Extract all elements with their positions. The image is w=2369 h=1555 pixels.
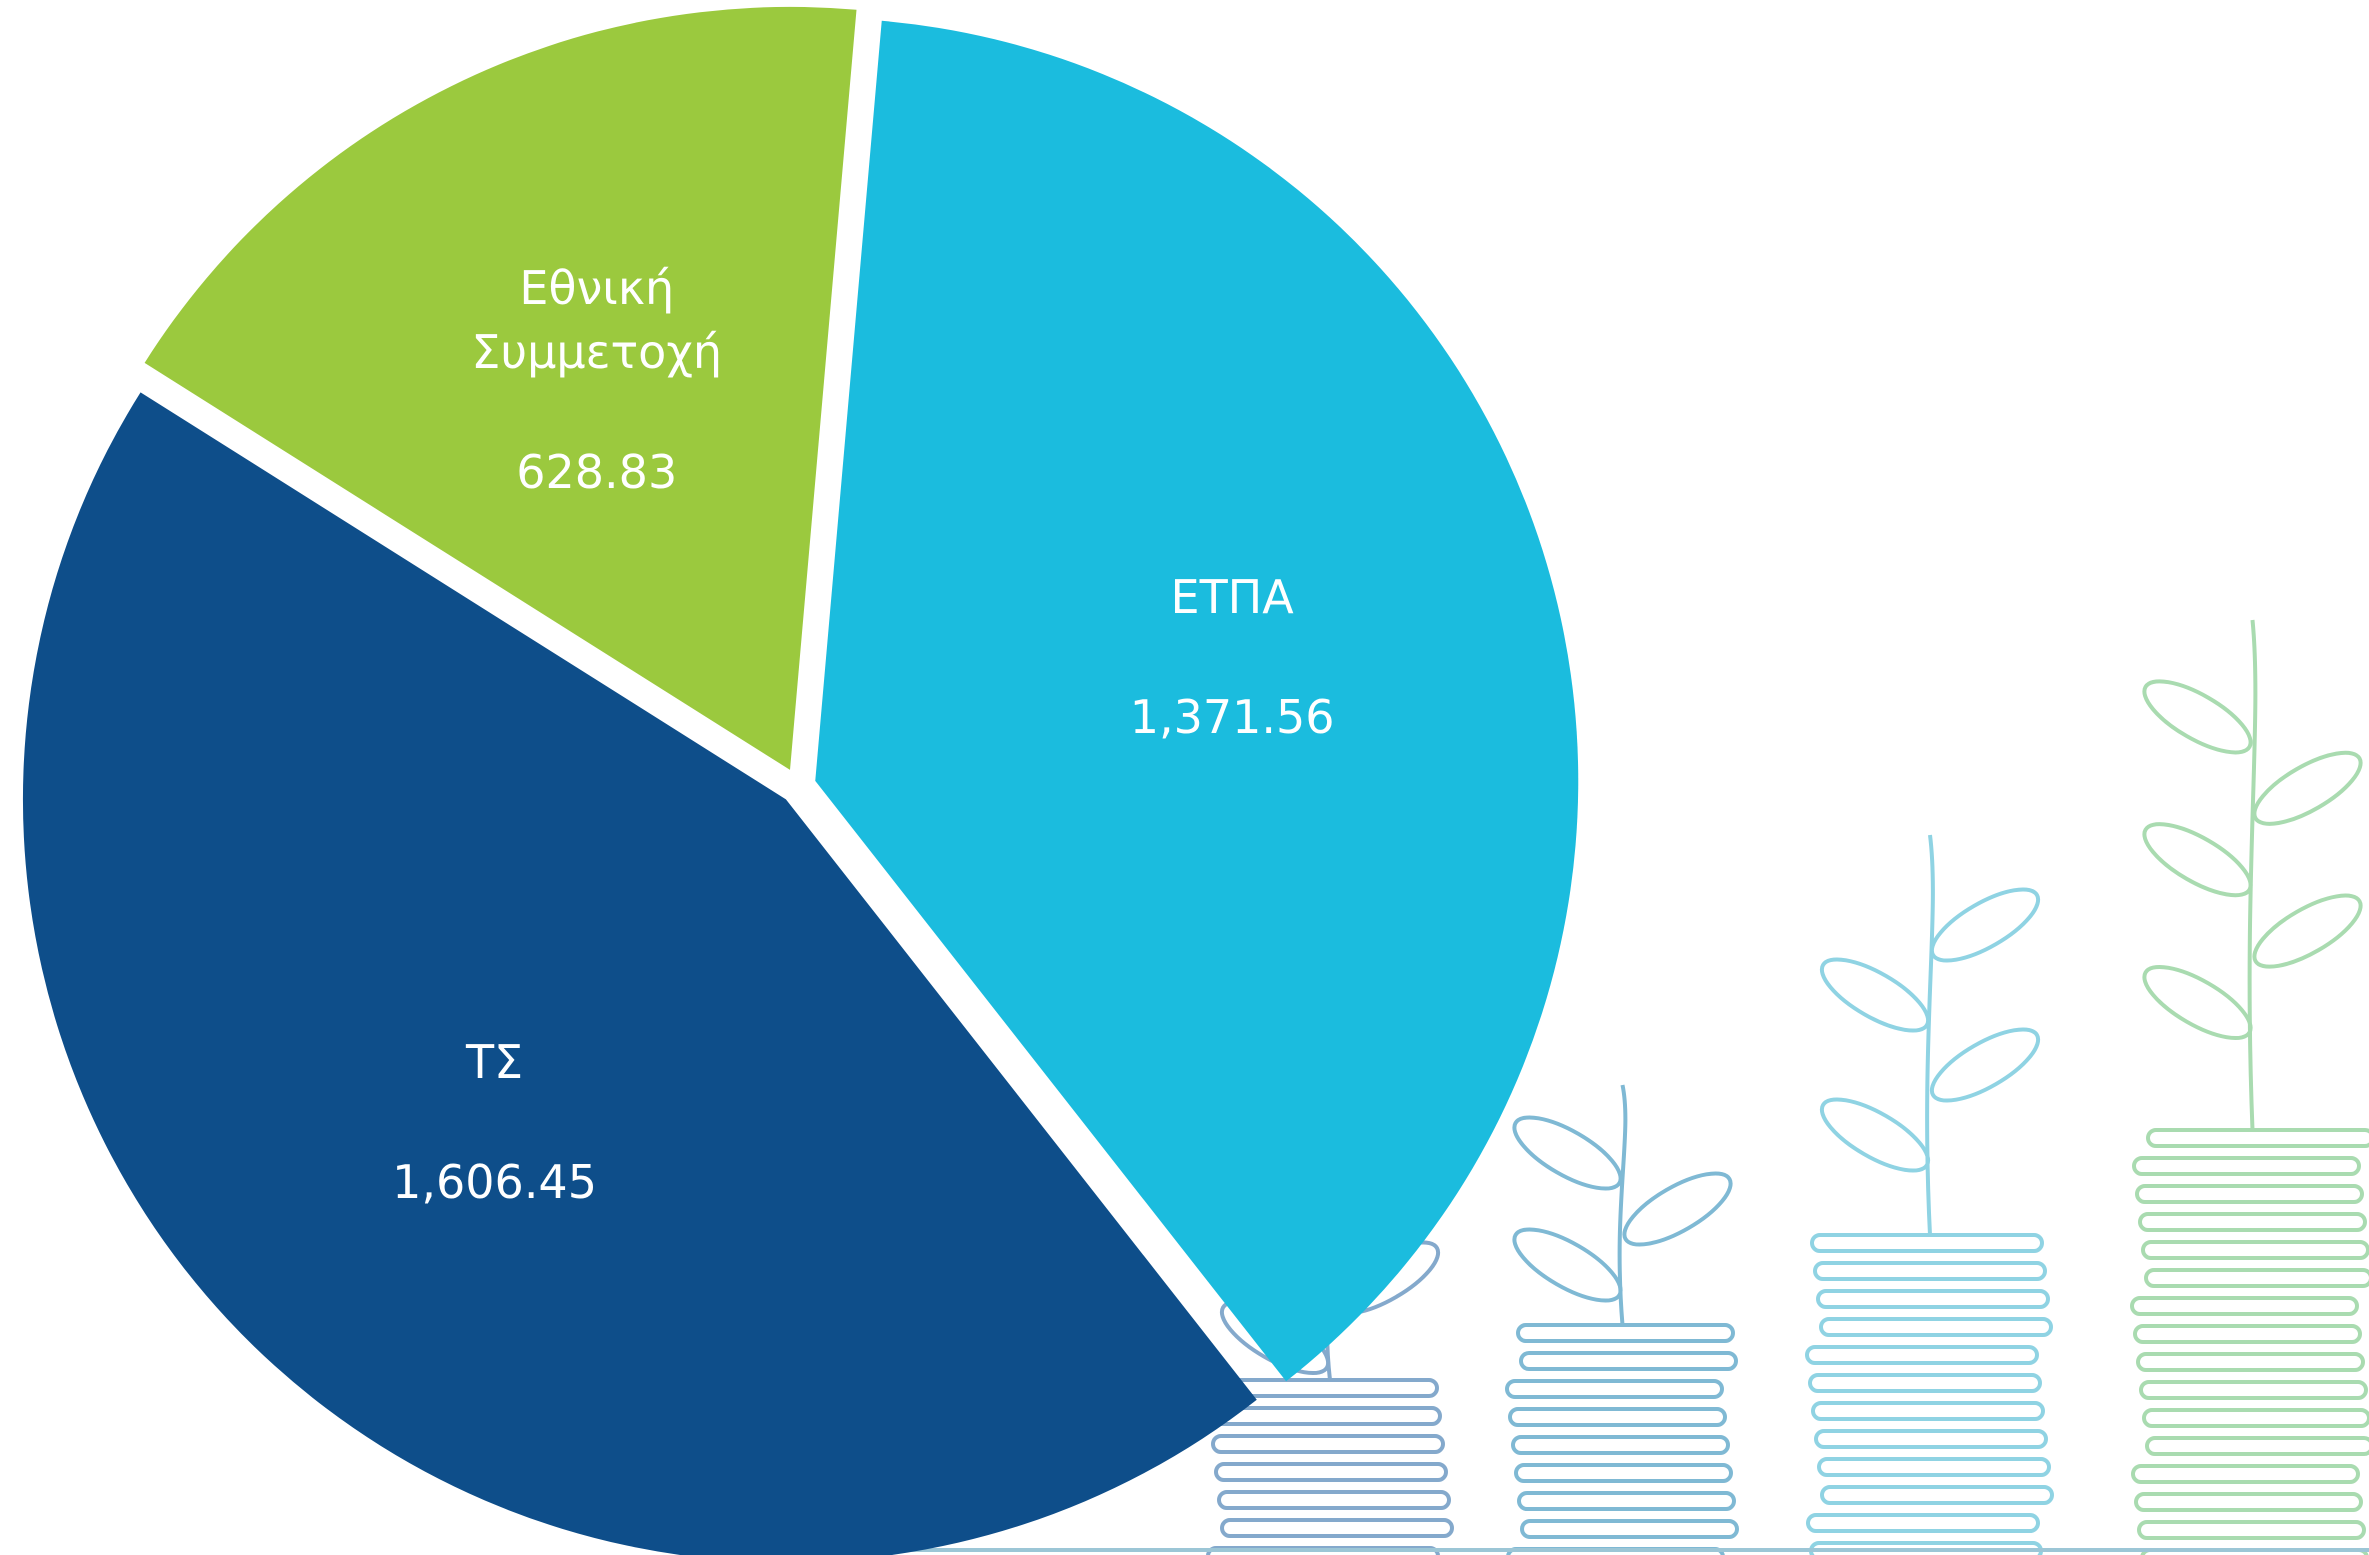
coin [1517, 1491, 1736, 1511]
slice-label: Εθνική Συμμετοχή 628.83 [437, 256, 757, 504]
coin [2134, 1492, 2363, 1512]
coin [2144, 1268, 2369, 1288]
coin [1820, 1485, 2054, 1505]
coin [2133, 1324, 2362, 1344]
leaf [1512, 1115, 1623, 1191]
coin [1816, 1289, 2050, 1309]
pie-slice [22, 392, 1257, 1555]
coin [1520, 1519, 1739, 1539]
coin [1808, 1373, 2042, 1393]
coin [1511, 1435, 1730, 1455]
coin [1508, 1407, 1727, 1427]
coin [2139, 1380, 2368, 1400]
coin [2130, 1296, 2359, 1316]
coin [1220, 1518, 1454, 1538]
coin [1217, 1490, 1451, 1510]
coin [1214, 1462, 1448, 1482]
coin [1514, 1463, 1733, 1483]
pie-slice [815, 20, 1579, 1382]
coin [1505, 1379, 1724, 1399]
leaf [2252, 893, 2363, 969]
slice-label: ΤΣ 1,606.45 [335, 1030, 655, 1214]
coin [1810, 1233, 2044, 1253]
leaf [2252, 750, 2363, 826]
leaf [2142, 964, 2253, 1041]
value-label: 1,606.45 [392, 1155, 597, 1210]
coin [2145, 1436, 2369, 1456]
coin [2131, 1464, 2360, 1484]
leaf [1929, 887, 2041, 963]
coin [1806, 1513, 2040, 1533]
coin [2141, 1240, 2369, 1260]
value-label: 628.83 [516, 445, 678, 500]
coin [1519, 1351, 1738, 1371]
category-label: Εθνική Συμμετοχή [471, 261, 723, 380]
coin [2132, 1156, 2361, 1176]
coin [1814, 1429, 2048, 1449]
coin [1516, 1323, 1735, 1343]
leaf [1819, 957, 1931, 1033]
leaf [2142, 822, 2253, 898]
coin [1211, 1434, 1445, 1454]
coin [2142, 1408, 2369, 1428]
coin [2135, 1184, 2364, 1204]
coin [2137, 1520, 2366, 1540]
pie-slice [144, 6, 857, 770]
coin [1819, 1317, 2053, 1337]
coin [2136, 1352, 2365, 1372]
coin [1811, 1401, 2045, 1421]
coin [2146, 1128, 2369, 1148]
category-label: ΕΤΠΑ [1170, 569, 1294, 624]
category-label: ΤΣ [465, 1035, 524, 1090]
value-label: 1,371.56 [1129, 689, 1335, 744]
slice-label: ΕΤΠΑ 1,371.56 [1072, 565, 1392, 749]
leaf [2142, 679, 2253, 755]
leaf [1929, 1027, 2041, 1103]
coin [1813, 1261, 2047, 1281]
leaf [1622, 1171, 1733, 1247]
coin [2138, 1212, 2367, 1232]
coin [1805, 1345, 2039, 1365]
leaf [1819, 1097, 1931, 1173]
leaf [1512, 1227, 1623, 1303]
coin [1817, 1457, 2051, 1477]
